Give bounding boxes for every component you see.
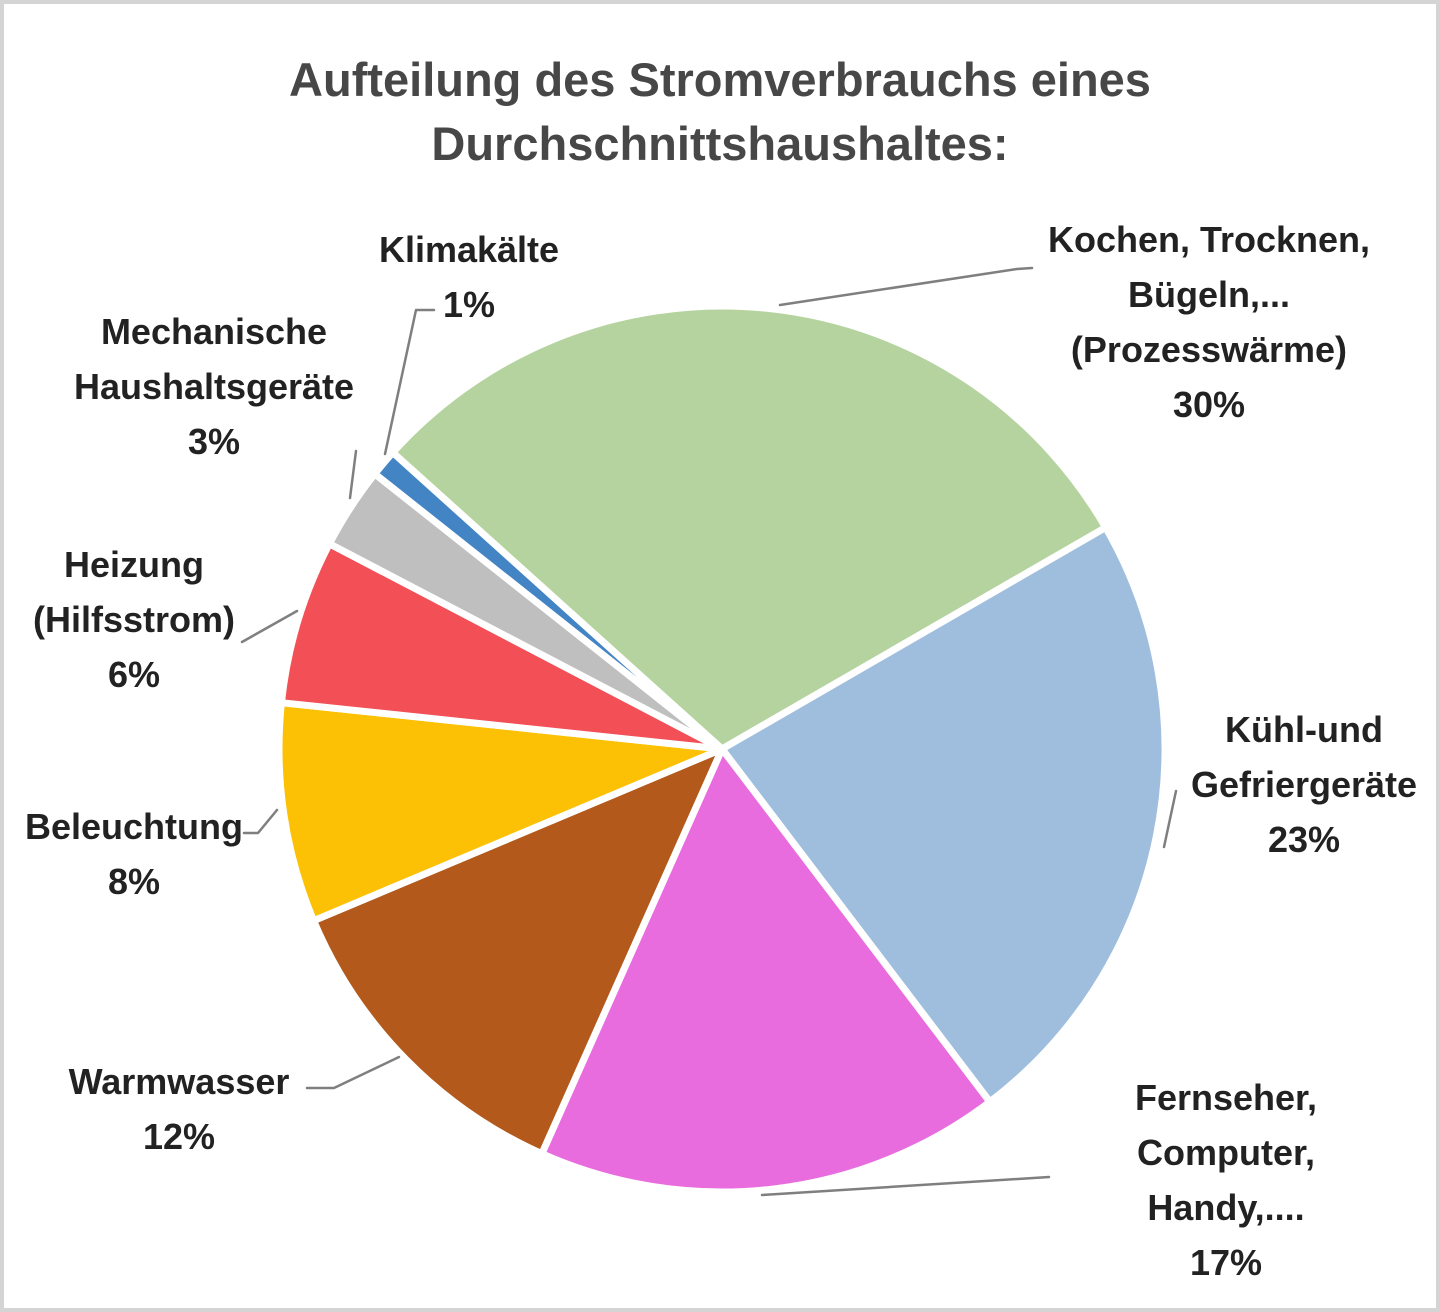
label-beleuchtung: Beleuchtung 8% <box>25 799 243 909</box>
leader-lines <box>240 266 1178 1197</box>
label-mechanische-line-1: Mechanische <box>100 311 328 352</box>
label-mechanische-pct: 3% <box>187 421 241 462</box>
label-heizung-line-2: (Hilfsstrom) <box>32 599 236 640</box>
leader-line-kochen <box>778 266 1034 307</box>
leader-line-mechanische <box>348 449 358 500</box>
label-mechanische-line-2: Haushaltsgeräte <box>73 366 355 407</box>
chart-title-line-1: Aufteilung des Stromverbrauchs eines <box>289 53 1151 106</box>
label-mechanische-haushaltsgeraete: Mechanische Haushaltsgeräte 3% <box>74 304 354 469</box>
chart-title: Aufteilung des Stromverbrauchs eines Dur… <box>4 48 1436 176</box>
label-heizung-line-1: Heizung <box>63 544 204 585</box>
label-fernseher-pct: 17% <box>1189 1242 1263 1283</box>
label-kochen-trocknen-buegeln: Kochen, Trocknen, Bügeln,... (Prozesswär… <box>1048 212 1370 432</box>
pie-slice-kuehl-und-gefriergeraete <box>718 524 1169 1106</box>
pie-slice-warmwasser <box>310 745 726 1158</box>
label-klimakaelte: Klimakälte 1% <box>379 222 559 332</box>
label-fernseher-line-3: Handy,.... <box>1147 1187 1305 1228</box>
label-kochen-pct: 30% <box>1172 384 1246 425</box>
leader-line-warmwasser <box>305 1055 401 1090</box>
label-heizung-hilfsstrom: Heizung (Hilfsstrom) 6% <box>33 537 235 702</box>
label-warmwasser-line-1: Warmwasser <box>68 1061 290 1102</box>
label-kochen-line-2: Bügeln,... <box>1127 274 1290 315</box>
label-kochen-line-3: (Prozesswärme) <box>1070 329 1348 370</box>
pie-slices <box>275 302 1169 1196</box>
label-heizung-pct: 6% <box>107 654 161 695</box>
label-beleuchtung-pct: 8% <box>107 861 161 902</box>
label-klimakaelte-line-1: Klimakälte <box>378 229 560 270</box>
pie-slice-fernseher-computer-handy <box>538 745 994 1196</box>
leader-line-heizung <box>240 609 299 644</box>
label-kuehl-line-1: Kühl-und <box>1225 709 1383 750</box>
label-fernseher-line-2: Computer, <box>1136 1132 1315 1173</box>
label-kuehl-pct: 23% <box>1267 819 1341 860</box>
leader-line-beleuchtung <box>242 808 279 835</box>
pie-chart <box>240 266 1178 1197</box>
label-fernseher-computer-handy: Fernseher, Computer, Handy,.... 17% <box>1135 1070 1317 1290</box>
leader-line-fernseher <box>760 1175 1051 1197</box>
label-kochen-line-1: Kochen, Trocknen, <box>1047 219 1371 260</box>
pie-slice-klimakaelte <box>371 449 726 753</box>
label-warmwasser-pct: 12% <box>142 1116 216 1157</box>
label-warmwasser: Warmwasser 12% <box>69 1054 290 1164</box>
leader-line-kuehl <box>1162 789 1178 849</box>
label-kuehl-line-2: Gefriergeräte <box>1190 764 1418 805</box>
pie-slice-beleuchtung <box>275 699 726 925</box>
label-beleuchtung-line-1: Beleuchtung <box>24 806 244 847</box>
pie-slice-kochen-trocknen-buegeln-prozesswaerme <box>389 302 1110 753</box>
label-klimakaelte-pct: 1% <box>442 284 496 325</box>
pie-slice-heizung-hilfsstrom <box>277 540 726 753</box>
chart-title-line-2: Durchschnittshaushaltes: <box>431 117 1009 170</box>
leader-line-klimakaelte <box>383 308 436 456</box>
label-fernseher-line-1: Fernseher, <box>1134 1077 1318 1118</box>
label-kuehl-gefriergeraete: Kühl-und Gefriergeräte 23% <box>1191 702 1417 867</box>
